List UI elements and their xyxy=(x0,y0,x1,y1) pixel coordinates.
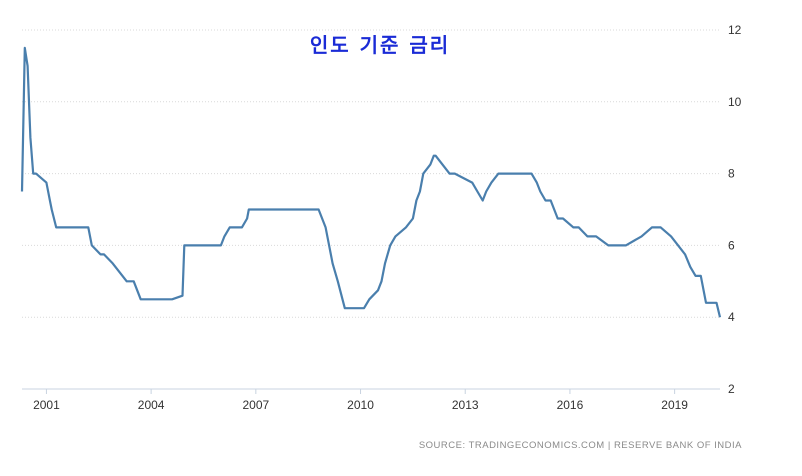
y-tick-label: 2 xyxy=(728,382,735,396)
x-tick-label: 2019 xyxy=(661,398,688,412)
y-tick-label: 12 xyxy=(728,23,742,37)
x-axis-tick-labels: 2001 2004 2007 2010 2013 2016 2019 xyxy=(33,389,688,412)
x-tick-label: 2016 xyxy=(557,398,584,412)
x-tick-label: 2013 xyxy=(452,398,479,412)
gridlines xyxy=(22,29,720,318)
x-tick-label: 2004 xyxy=(138,398,165,412)
x-tick-label: 2007 xyxy=(242,398,269,412)
y-axis-tick-labels: 2 4 6 8 10 12 xyxy=(728,23,742,396)
y-tick-label: 6 xyxy=(728,238,735,252)
series-line xyxy=(20,46,722,318)
y-tick-label: 4 xyxy=(728,310,735,324)
y-tick-label: 10 xyxy=(728,95,742,109)
y-tick-label: 8 xyxy=(728,167,735,181)
source-note: SOURCE: TRADINGECONOMICS.COM | RESERVE B… xyxy=(419,440,742,451)
chart-title: 인도 기준 금리 xyxy=(310,33,450,57)
x-tick-label: 2001 xyxy=(33,398,60,412)
x-tick-label: 2010 xyxy=(347,398,374,412)
